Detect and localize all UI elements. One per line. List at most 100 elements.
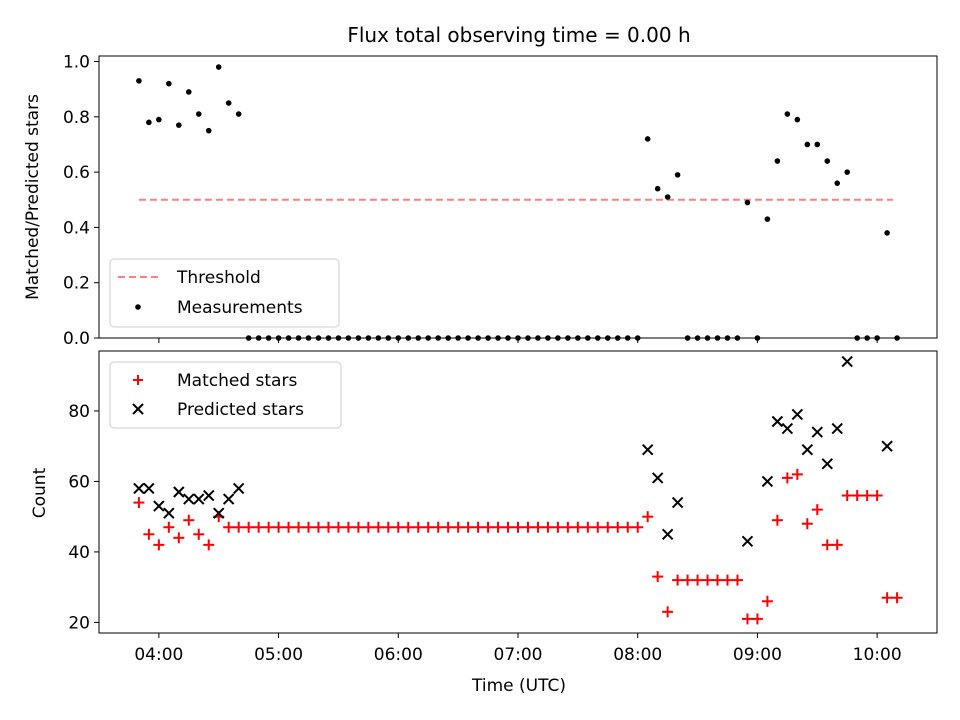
predicted-star-point [651, 472, 664, 484]
predicted-star-point [811, 426, 823, 438]
top-y-tick-label: 1.0 [63, 53, 90, 73]
top-y-tick-label: 0.6 [63, 163, 90, 183]
predicted-star-point [133, 482, 145, 495]
matched-star-point [692, 574, 704, 586]
matched-star-point [612, 521, 624, 533]
measurement-point [146, 119, 152, 126]
legend-threshold-label: Threshold [176, 268, 261, 288]
matched-star-point [652, 571, 664, 583]
x-tick-label: 09:00 [733, 645, 782, 665]
predicted-star-point [213, 507, 225, 519]
matched-star-point [143, 528, 155, 540]
measurement-point [176, 122, 182, 128]
matched-star-point [442, 521, 454, 533]
matched-star-point [233, 521, 245, 533]
measurement-point [185, 89, 192, 95]
matched-star-point [402, 521, 414, 533]
measurement-point [884, 230, 890, 236]
x-tick-label: 04:00 [134, 645, 183, 665]
predicted-star-point [222, 493, 235, 505]
matched-star-point [712, 574, 724, 586]
matched-star-point [731, 574, 743, 586]
matched-star-point [811, 504, 823, 516]
measurement-point [774, 158, 781, 164]
top-x-ticks [158, 338, 878, 343]
measurement-point [166, 80, 172, 87]
top-y-ticks: 0.0 0.2 0.4 0.6 0.8 1.0 [63, 53, 99, 349]
bottom-x-ticks: 04:00 05:00 06:00 07:00 08:00 09:00 10:00 [134, 633, 902, 665]
bottom-y-tick-label: 80 [68, 402, 90, 422]
matched-star-point [682, 574, 694, 586]
bottom-legend-box [109, 361, 342, 429]
predicted-star-point [771, 415, 784, 428]
matched-star-point [283, 521, 295, 533]
matched-star-point [133, 497, 145, 509]
matched-star-point [193, 528, 205, 540]
predicted-star-point [193, 493, 205, 505]
predicted-star-point [881, 440, 893, 452]
legend-matched-marker [133, 375, 143, 385]
bottom-plot-area [133, 355, 903, 625]
legend-predicted-label: Predicted stars [177, 400, 304, 420]
measurement-point [215, 64, 222, 70]
matched-star-point [332, 521, 344, 533]
matched-star-point [751, 613, 763, 625]
measurement-point [225, 100, 232, 106]
matched-star-point [422, 521, 434, 533]
matched-star-point [183, 514, 195, 526]
predicted-star-point [821, 458, 833, 470]
bottom-y-axis-label: Count [30, 467, 50, 518]
matched-star-point [881, 592, 893, 604]
matched-star-point [223, 521, 235, 533]
matched-star-point [502, 521, 514, 533]
matched-star-point [492, 521, 504, 533]
matched-star-point [362, 521, 374, 533]
matched-star-point [891, 592, 903, 604]
matched-star-point [472, 521, 484, 533]
bottom-y-tick-label: 40 [68, 543, 90, 563]
predicted-star-point [761, 475, 774, 488]
matched-star-point [582, 521, 594, 533]
matched-star-point [452, 521, 464, 533]
matched-star-point [632, 521, 644, 533]
measurement-point [744, 199, 751, 206]
measurement-point [834, 180, 841, 186]
matched-star-point [382, 521, 394, 533]
top-y-tick-label: 0.0 [63, 329, 90, 349]
measurement-point [804, 141, 811, 148]
legend-predicted-marker [132, 403, 144, 415]
matched-star-point [741, 613, 753, 625]
predicted-star-point [801, 443, 814, 456]
matched-star-point [303, 521, 314, 533]
top-y-tick-label: 0.8 [63, 108, 90, 128]
legend-measurements-label: Measurements [177, 298, 303, 318]
top-legend-box [109, 258, 340, 328]
bottom-panel: 20 40 60 80 04:00 05:00 06:00 07:00 08:00 09:00 1… [30, 350, 938, 696]
predicted-star-point [153, 500, 165, 512]
predicted-star-point [671, 496, 684, 509]
matched-star-point [851, 490, 863, 502]
top-panel: 0.0 0.2 0.4 0.6 0.8 1.0 Matched/Predicted sta… [23, 53, 938, 349]
matched-star-point [312, 521, 324, 533]
matched-star-point [542, 521, 554, 533]
matched-star-point [761, 595, 773, 607]
measurement-point [136, 78, 142, 84]
matched-star-point [562, 521, 574, 533]
matched-star-point [512, 521, 524, 533]
matched-star-point [522, 521, 534, 533]
matched-star-point [642, 511, 654, 523]
matched-star-point [672, 574, 684, 586]
legend-measurement-marker [135, 304, 141, 310]
predicted-star-point [183, 493, 195, 505]
matched-star-point [482, 521, 494, 533]
measurement-point [205, 127, 212, 134]
bottom-y-tick-label: 60 [68, 472, 90, 492]
matched-star-point [622, 521, 634, 533]
matched-star-point [392, 521, 404, 533]
matched-star-point [791, 468, 803, 480]
matched-star-point [572, 521, 584, 533]
x-tick-label: 07:00 [494, 645, 543, 665]
matched-star-point [163, 521, 175, 533]
predicted-star-point [781, 422, 794, 435]
measurement-point [156, 116, 162, 123]
